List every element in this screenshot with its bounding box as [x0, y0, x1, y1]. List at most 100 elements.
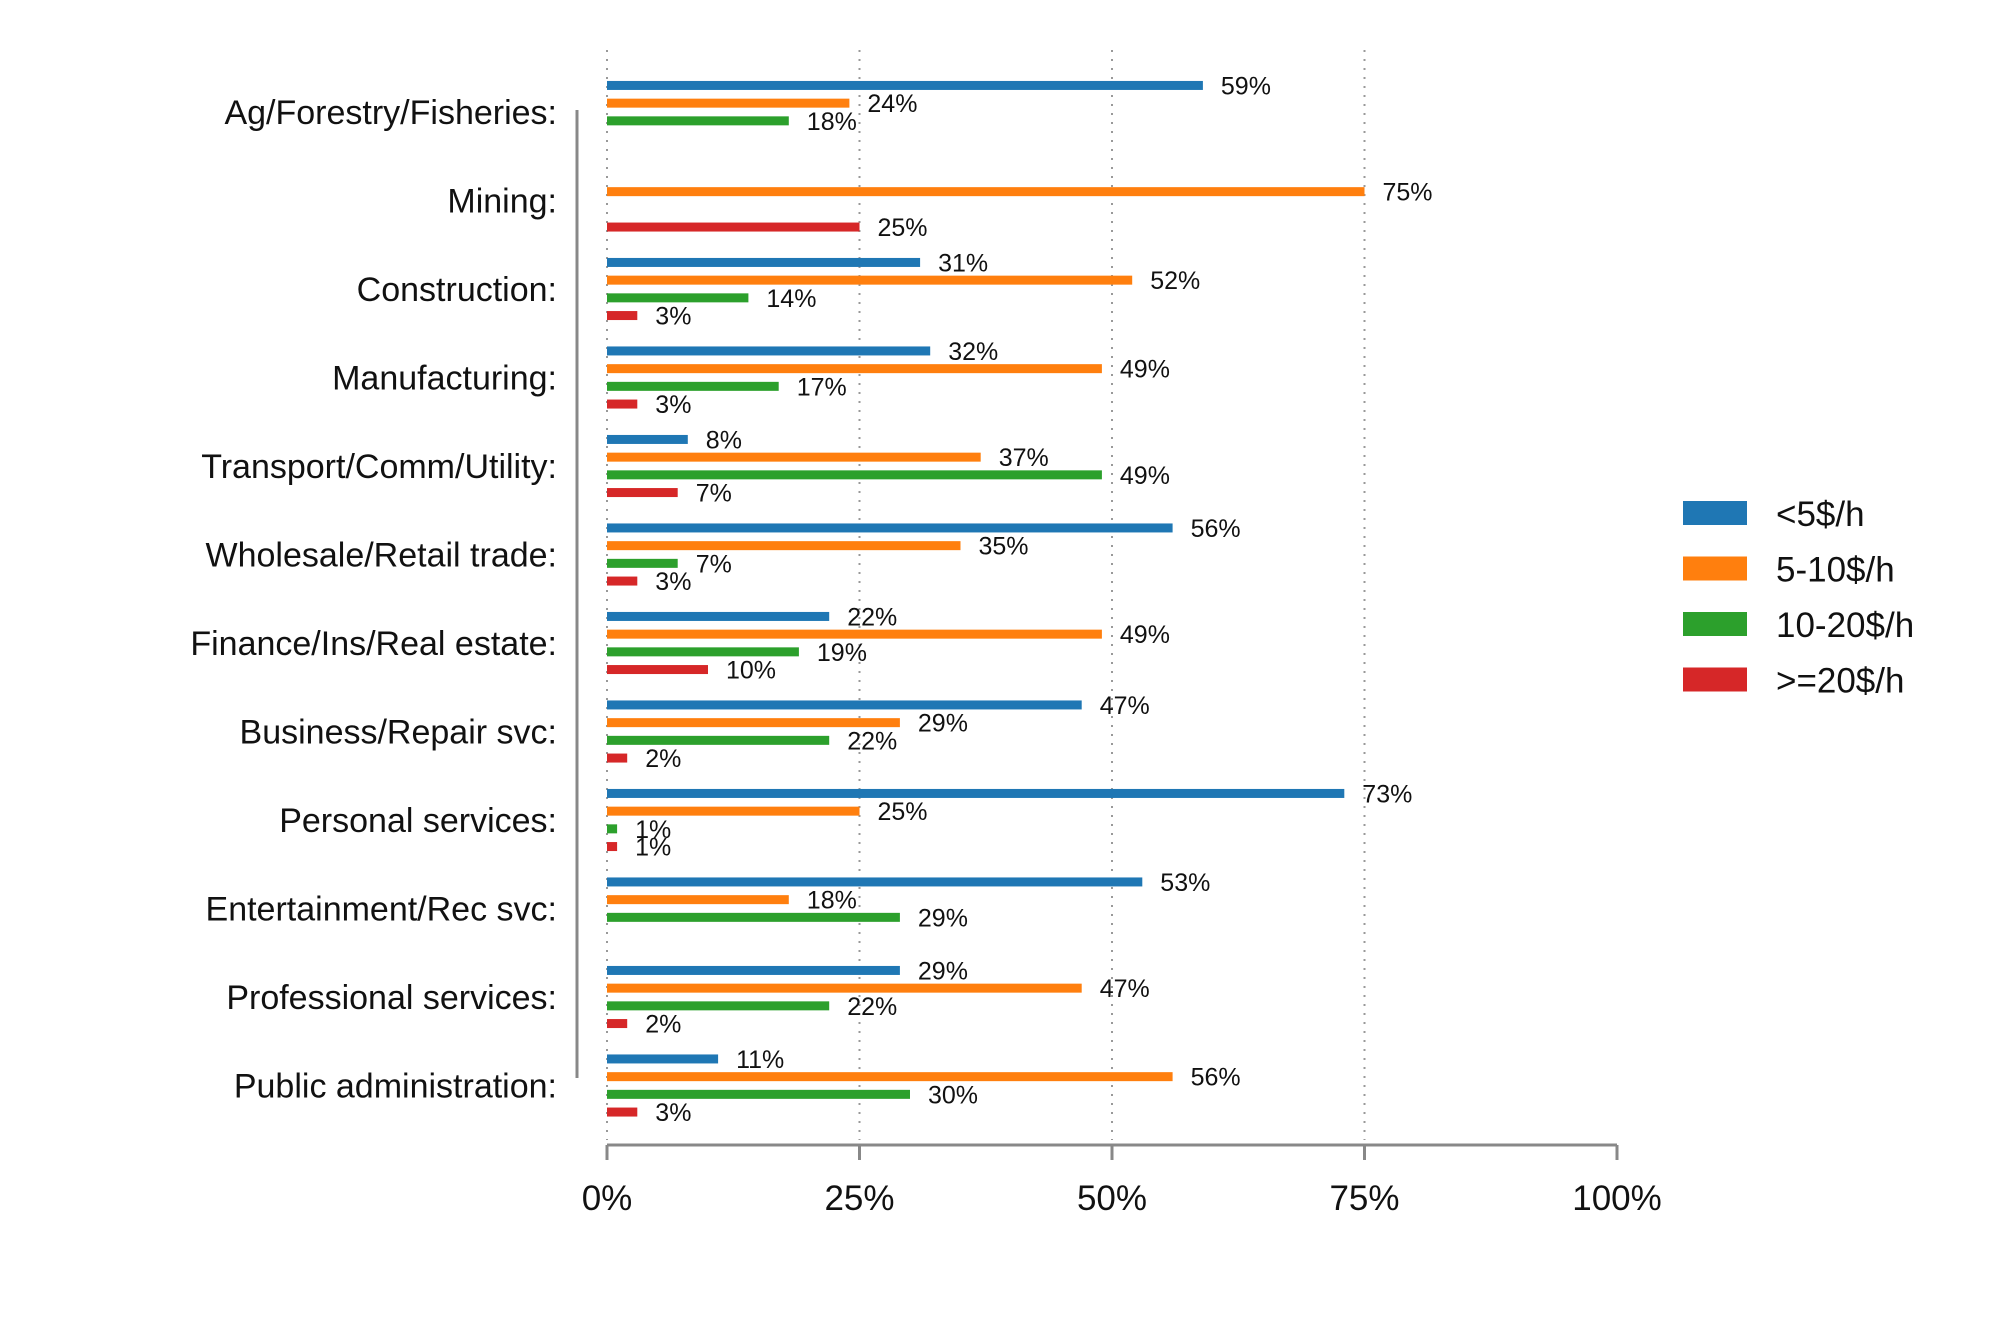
- bar: [607, 912, 900, 922]
- bar: [607, 877, 1143, 887]
- category-label: Manufacturing:: [332, 360, 557, 398]
- value-label: 37%: [999, 444, 1049, 472]
- bar: [607, 399, 638, 409]
- value-label: 29%: [918, 957, 968, 985]
- value-label: 52%: [1150, 267, 1200, 295]
- category-label: Entertainment/Rec svc:: [206, 891, 557, 929]
- grid-lines: [606, 50, 1366, 1140]
- value-label: 22%: [847, 727, 897, 755]
- category-labels: Ag/Forestry/Fisheries: Mining: Constructio…: [190, 94, 557, 1106]
- value-label: 3%: [655, 391, 691, 419]
- value-label: 32%: [948, 338, 998, 366]
- value-label: 2%: [645, 1011, 681, 1039]
- category-label: Professional services:: [226, 979, 557, 1017]
- bar: [607, 1107, 638, 1117]
- value-label: 49%: [1120, 356, 1170, 384]
- value-label: 7%: [696, 550, 732, 578]
- bar: [607, 80, 1203, 90]
- value-labels: 59% 24% 18% 75% 25% 31% 52% 14% 3% 32% 49% 17% 3% 8% 3…: [635, 72, 1432, 1127]
- value-label: 18%: [807, 108, 857, 136]
- category-label: Mining:: [447, 183, 557, 221]
- bar: [607, 806, 860, 816]
- bar: [607, 842, 618, 852]
- bar: [607, 293, 749, 303]
- value-label: 10%: [726, 657, 776, 685]
- bar: [607, 700, 1082, 710]
- bar: [607, 753, 628, 763]
- bar: [607, 1001, 830, 1011]
- value-label: 31%: [938, 249, 988, 277]
- bar: [607, 452, 981, 462]
- legend-swatch: [1683, 501, 1747, 525]
- bar: [607, 665, 708, 675]
- value-label: 49%: [1120, 462, 1170, 490]
- value-label: 56%: [1191, 515, 1241, 543]
- category-label: Transport/Comm/Utility:: [201, 448, 557, 486]
- value-label: 47%: [1100, 975, 1150, 1003]
- value-label: 2%: [645, 745, 681, 773]
- value-label: 14%: [766, 285, 816, 313]
- value-label: 73%: [1362, 780, 1412, 808]
- legend-label: 5-10$/h: [1776, 551, 1895, 590]
- legend-label: 10-20$/h: [1776, 606, 1914, 645]
- value-label: 35%: [979, 533, 1029, 561]
- value-label: 18%: [807, 887, 857, 915]
- legend-label: <5$/h: [1776, 495, 1865, 534]
- legend-label: >=20$/h: [1776, 662, 1904, 701]
- bar: [607, 98, 850, 108]
- legend-swatch: [1683, 667, 1747, 692]
- x-tick-label: 75%: [1329, 1179, 1399, 1218]
- value-label: 47%: [1100, 692, 1150, 720]
- category-label: Wholesale/Retail trade:: [205, 537, 557, 575]
- category-label: Ag/Forestry/Fisheries:: [224, 94, 557, 132]
- value-label: 25%: [878, 214, 928, 242]
- bar: [607, 788, 1345, 798]
- x-tick-label: 0%: [582, 1179, 633, 1218]
- x-tick-label: 25%: [824, 1179, 894, 1218]
- bar: [607, 558, 678, 568]
- bar: [607, 434, 688, 444]
- value-label: 56%: [1191, 1064, 1241, 1092]
- value-label: 22%: [847, 603, 897, 631]
- x-axis: 0% 25% 50% 75% 100%: [582, 1143, 1662, 1218]
- bar: [607, 1072, 1173, 1082]
- bar: [607, 523, 1173, 533]
- bar: [607, 824, 618, 834]
- value-label: 53%: [1160, 869, 1210, 897]
- value-label: 75%: [1383, 179, 1433, 207]
- bar: [607, 275, 1133, 285]
- value-label: 1%: [635, 834, 671, 862]
- legend-swatch: [1683, 612, 1747, 636]
- value-label: 17%: [797, 373, 847, 401]
- bar: [607, 1054, 719, 1064]
- bar: [607, 576, 638, 586]
- bar: [607, 629, 1102, 639]
- value-label: 3%: [655, 303, 691, 331]
- value-label: 7%: [696, 480, 732, 508]
- bar: [607, 718, 900, 728]
- bar: [607, 488, 678, 498]
- value-label: 25%: [878, 798, 928, 826]
- bars: [607, 80, 1365, 1117]
- bar: [607, 1089, 910, 1099]
- bar: [607, 364, 1102, 374]
- bar: [607, 346, 931, 356]
- category-label: Public administration:: [234, 1068, 557, 1106]
- category-label: Personal services:: [279, 802, 557, 840]
- value-label: 19%: [817, 639, 867, 667]
- value-label: 3%: [655, 568, 691, 596]
- category-label: Finance/Ins/Real estate:: [190, 625, 557, 663]
- value-label: 59%: [1221, 72, 1271, 100]
- bar: [607, 187, 1365, 197]
- bar: [607, 983, 1082, 993]
- value-label: 22%: [847, 993, 897, 1021]
- value-label: 29%: [918, 710, 968, 738]
- bar: [607, 965, 900, 975]
- bar: [607, 470, 1102, 480]
- category-label: Construction:: [357, 271, 557, 309]
- bar: [607, 647, 799, 657]
- bar: [607, 541, 961, 551]
- bar: [607, 1019, 628, 1029]
- value-label: 3%: [655, 1099, 691, 1127]
